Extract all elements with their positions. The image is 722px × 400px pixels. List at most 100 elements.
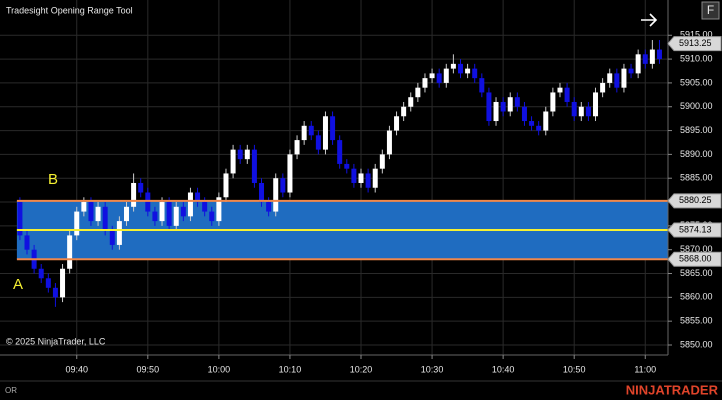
- candle-body: [131, 182, 137, 207]
- y-tick-label: 5905.00: [680, 77, 713, 87]
- candle-body: [351, 168, 357, 183]
- candle-body: [635, 54, 641, 74]
- candle-body: [372, 168, 378, 188]
- candle-body: [408, 97, 414, 107]
- plot-area: [0, 0, 668, 355]
- f-button[interactable]: [701, 1, 720, 20]
- y-tick-label: 5865.00: [680, 268, 713, 278]
- x-tick-label: 10:00: [208, 364, 231, 374]
- candle-body: [230, 149, 236, 174]
- candle-body: [507, 97, 513, 112]
- candle-body: [401, 106, 407, 117]
- candle-body: [266, 202, 272, 212]
- candle-body: [593, 92, 599, 117]
- candle-body: [443, 68, 449, 83]
- candle-body: [536, 125, 542, 131]
- candle-body: [152, 211, 158, 222]
- f-button-label[interactable]: F: [707, 3, 714, 17]
- candle-body: [17, 202, 23, 236]
- candle-body: [493, 101, 499, 122]
- candle-body: [465, 68, 471, 74]
- brand-logo: NINJATRADER: [626, 382, 719, 397]
- candle-body: [607, 73, 613, 83]
- candle-body: [649, 49, 655, 64]
- candle-body: [74, 211, 80, 236]
- candle-body: [344, 163, 350, 169]
- candle-body: [237, 149, 243, 160]
- candle-body: [301, 125, 307, 141]
- candle-body: [180, 206, 186, 217]
- candle-body: [173, 206, 179, 226]
- y-tick-label: 5870.00: [680, 244, 713, 254]
- candle-body: [571, 101, 577, 117]
- candle-body: [436, 73, 442, 83]
- candle-body: [273, 178, 279, 212]
- candle-body: [379, 154, 385, 169]
- candle-body: [500, 101, 506, 112]
- y-tick-label: 5855.00: [680, 316, 713, 326]
- candle-body: [308, 125, 314, 136]
- candle-body: [315, 135, 321, 150]
- candle-body: [450, 63, 456, 69]
- candle-body: [24, 235, 30, 250]
- y-tick-label: 5895.00: [680, 125, 713, 135]
- candle-body: [415, 87, 421, 98]
- candle-body: [330, 116, 336, 141]
- x-tick-label: 10:10: [279, 364, 302, 374]
- candle-body: [202, 202, 208, 212]
- candle-body: [543, 111, 549, 131]
- x-tick-label: 10:40: [492, 364, 515, 374]
- y-tick-label: 5910.00: [680, 53, 713, 63]
- annotation: A: [13, 276, 23, 293]
- candle-body: [259, 182, 265, 203]
- candle-body: [479, 78, 485, 93]
- scroll-arrow[interactable]: [641, 13, 658, 27]
- candle-body: [159, 202, 165, 222]
- x-tick-label: 10:30: [421, 364, 444, 374]
- candle-body: [294, 140, 300, 155]
- candle-body: [642, 54, 648, 64]
- last-price-label: 5913.25: [679, 38, 712, 48]
- candle-body: [223, 173, 229, 198]
- candle-body: [358, 173, 364, 183]
- candle-body: [88, 202, 94, 222]
- candle-body: [81, 202, 87, 212]
- candle-body: [600, 82, 606, 93]
- candle-body: [60, 268, 66, 298]
- x-tick-label: 09:40: [65, 364, 88, 374]
- x-tick-label: 09:50: [137, 364, 160, 374]
- x-tick-label: 10:20: [350, 364, 373, 374]
- candle-body: [514, 97, 520, 107]
- candle-body: [116, 221, 122, 245]
- candle-body: [145, 192, 151, 212]
- candle-body: [521, 106, 527, 122]
- candle-body: [550, 92, 556, 112]
- candle-body: [486, 92, 492, 122]
- candle-body: [38, 268, 44, 279]
- candle-body: [578, 106, 584, 117]
- candle-body: [429, 73, 435, 79]
- candle-body: [95, 206, 101, 222]
- candle-body: [564, 87, 570, 102]
- candle-body: [187, 192, 193, 217]
- candle-body: [216, 197, 222, 222]
- range-high-label: 5880.25: [679, 195, 712, 205]
- candle-body: [138, 182, 144, 193]
- candle-body: [251, 149, 257, 183]
- candle-body: [287, 154, 293, 193]
- candle-body: [386, 130, 392, 155]
- candle-body: [123, 206, 129, 222]
- range-mid-label-box: [667, 222, 722, 238]
- range-low-label-box: [667, 251, 722, 267]
- last-price-label-box: [667, 36, 722, 52]
- candle-body: [472, 68, 478, 79]
- candle-body: [614, 73, 620, 88]
- candle-body: [365, 173, 371, 188]
- candle-body: [280, 178, 286, 193]
- range-mid-label: 5874.13: [679, 224, 712, 234]
- candle-body: [422, 78, 428, 88]
- candle-body: [244, 149, 250, 160]
- y-tick-label: 5860.00: [680, 292, 713, 302]
- candle-body: [45, 278, 51, 288]
